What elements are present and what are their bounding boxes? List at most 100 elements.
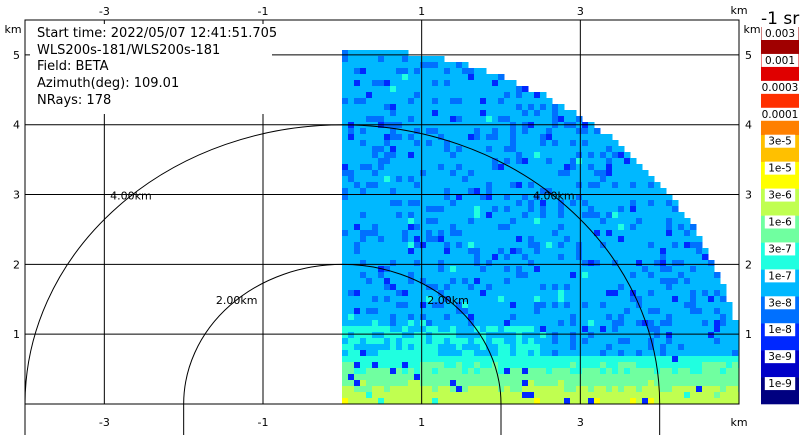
- data-cell: [624, 374, 631, 381]
- data-cell: [366, 98, 373, 105]
- data-cell: [582, 188, 589, 195]
- data-cell: [564, 128, 571, 135]
- data-cell: [504, 98, 511, 105]
- data-cell: [630, 242, 637, 249]
- data-cell: [360, 158, 367, 165]
- data-cell: [414, 170, 421, 177]
- data-cell: [588, 146, 595, 153]
- data-cell: [510, 254, 517, 261]
- data-cell: [432, 332, 439, 339]
- data-cell: [348, 302, 355, 309]
- data-cell: [480, 134, 487, 141]
- data-cell: [558, 236, 565, 243]
- data-cell: [462, 104, 469, 111]
- data-cell: [486, 200, 493, 207]
- data-cell: [468, 314, 475, 321]
- data-cell: [456, 200, 463, 207]
- data-cell: [642, 176, 649, 183]
- data-cell: [498, 182, 505, 189]
- data-cell: [618, 236, 625, 243]
- data-cell: [474, 278, 481, 285]
- data-cell: [408, 326, 415, 333]
- data-cell: [516, 98, 523, 105]
- data-cell: [678, 380, 685, 387]
- data-cell: [594, 326, 601, 333]
- data-cell: [510, 302, 517, 309]
- data-cell: [642, 332, 649, 339]
- data-cell: [426, 86, 433, 93]
- data-cell: [456, 128, 463, 135]
- data-cell: [360, 62, 367, 69]
- data-cell: [648, 278, 655, 285]
- data-cell: [384, 362, 391, 369]
- data-cell: [552, 320, 559, 327]
- data-cell: [594, 266, 601, 273]
- data-cell: [594, 374, 601, 381]
- data-cell: [342, 332, 349, 339]
- data-cell: [552, 260, 559, 267]
- data-cell: [612, 332, 619, 339]
- data-cell: [552, 122, 559, 129]
- data-cell: [636, 314, 643, 321]
- data-cell: [462, 98, 469, 105]
- data-cell: [642, 272, 649, 279]
- data-cell: [480, 110, 487, 117]
- data-cell: [510, 98, 517, 105]
- data-cell: [438, 188, 445, 195]
- data-cell: [462, 152, 469, 159]
- data-cell: [624, 224, 631, 231]
- data-cell: [540, 362, 547, 369]
- data-cell: [504, 134, 511, 141]
- data-cell: [648, 290, 655, 297]
- data-cell: [408, 206, 415, 213]
- data-cell: [606, 290, 613, 297]
- data-cell: [408, 260, 415, 267]
- data-cell: [696, 374, 703, 381]
- data-cell: [636, 254, 643, 261]
- data-cell: [660, 338, 667, 345]
- data-cell: [408, 362, 415, 369]
- data-cell: [480, 236, 487, 243]
- data-cell: [600, 200, 607, 207]
- data-cell: [498, 104, 505, 111]
- data-cell: [462, 320, 469, 327]
- data-cell: [666, 302, 673, 309]
- data-cell: [606, 320, 613, 327]
- data-cell: [462, 200, 469, 207]
- data-cell: [504, 320, 511, 327]
- data-cell: [396, 326, 403, 333]
- data-cell: [456, 398, 463, 404]
- data-cell: [486, 110, 493, 117]
- data-cell: [648, 272, 655, 279]
- y-unit-label-right: km: [743, 23, 760, 36]
- data-cell: [408, 158, 415, 165]
- data-cell: [384, 212, 391, 219]
- data-cell: [516, 92, 523, 99]
- data-cell: [696, 290, 703, 297]
- data-cell: [342, 314, 349, 321]
- data-cell: [510, 356, 517, 363]
- data-cell: [606, 386, 613, 393]
- data-cell: [696, 266, 703, 273]
- data-cell: [588, 182, 595, 189]
- data-cell: [396, 200, 403, 207]
- data-cell: [690, 314, 697, 321]
- data-cell: [660, 350, 667, 357]
- data-cell: [432, 176, 439, 183]
- data-cell: [642, 230, 649, 237]
- data-cell: [642, 278, 649, 285]
- data-cell: [348, 74, 355, 81]
- data-cell: [510, 182, 517, 189]
- data-cell: [642, 314, 649, 321]
- data-cell: [438, 350, 445, 357]
- data-cell: [678, 212, 685, 219]
- data-cell: [390, 104, 397, 111]
- data-cell: [558, 272, 565, 279]
- data-cell: [528, 218, 535, 225]
- data-cell: [618, 158, 625, 165]
- data-cell: [468, 164, 475, 171]
- data-cell: [642, 236, 649, 243]
- data-cell: [468, 380, 475, 387]
- data-cell: [516, 368, 523, 375]
- data-cell: [648, 224, 655, 231]
